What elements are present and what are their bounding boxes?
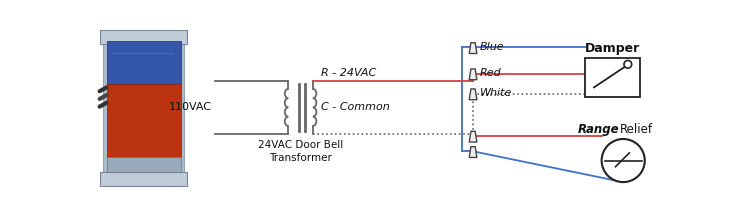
Polygon shape — [469, 131, 477, 142]
FancyBboxPatch shape — [104, 34, 184, 180]
FancyBboxPatch shape — [107, 41, 181, 84]
Polygon shape — [469, 147, 477, 157]
FancyBboxPatch shape — [101, 172, 188, 186]
Text: Damper: Damper — [585, 42, 640, 55]
Circle shape — [624, 60, 632, 68]
Text: 110VAC: 110VAC — [169, 102, 212, 112]
Text: Range: Range — [578, 123, 620, 136]
Text: C - Common: C - Common — [321, 102, 389, 112]
Text: White: White — [480, 88, 512, 98]
Bar — [585, 58, 640, 97]
Text: Blue: Blue — [480, 41, 505, 52]
FancyBboxPatch shape — [107, 84, 181, 157]
Text: R - 24VAC: R - 24VAC — [321, 68, 376, 78]
FancyBboxPatch shape — [107, 157, 181, 172]
FancyBboxPatch shape — [101, 30, 188, 43]
Polygon shape — [469, 43, 477, 54]
Text: 24VAC Door Bell
Transformer: 24VAC Door Bell Transformer — [258, 140, 343, 163]
Polygon shape — [469, 69, 477, 80]
Text: Red: Red — [480, 68, 502, 78]
Text: Relief: Relief — [620, 123, 653, 136]
Polygon shape — [469, 89, 477, 100]
Circle shape — [602, 139, 645, 182]
